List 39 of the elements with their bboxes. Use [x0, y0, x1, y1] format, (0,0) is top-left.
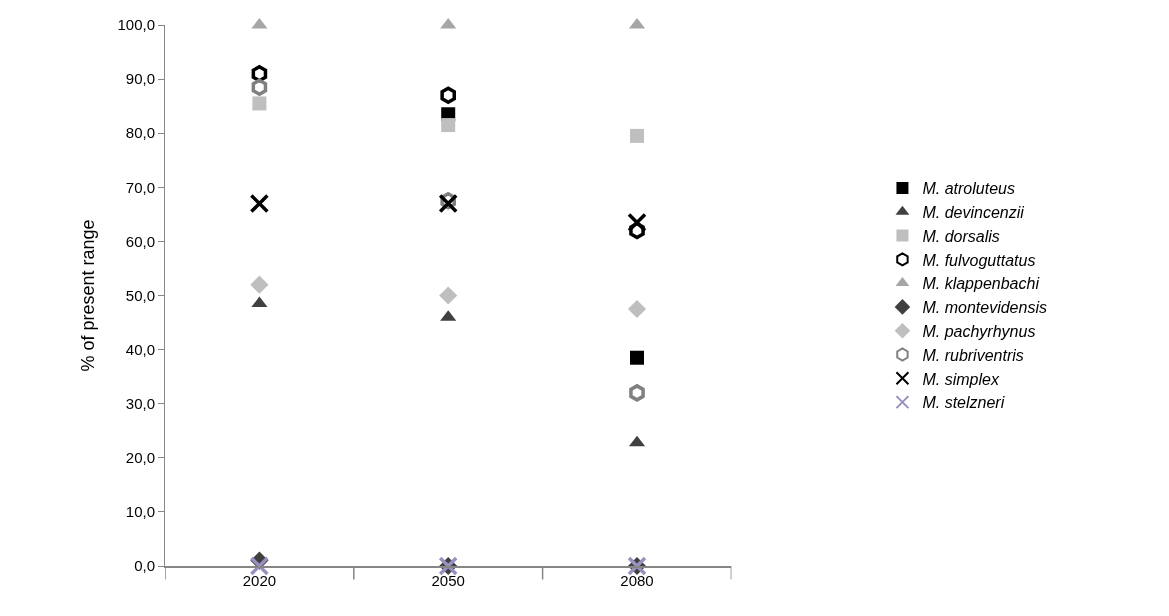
y-tick-label: 100,0 — [117, 16, 155, 34]
point — [252, 96, 267, 111]
point — [630, 128, 644, 143]
x-tick-label: 2050 — [431, 572, 465, 589]
legend-label: M. fulvoguttatus — [922, 251, 1036, 269]
point — [629, 384, 645, 402]
y-tick-label: 10,0 — [125, 503, 155, 521]
x-tick-label: 2020 — [242, 572, 277, 589]
point — [630, 350, 644, 365]
point — [439, 286, 458, 305]
point — [627, 299, 647, 319]
legend-label: M. dorsalis — [922, 227, 1000, 245]
point — [627, 212, 647, 233]
y-tick-label: 60,0 — [125, 232, 155, 250]
y-tick-label: 70,0 — [125, 178, 155, 196]
point — [249, 556, 270, 576]
legend-label: M. atroluteus — [922, 180, 1015, 198]
legend-label: M. simplex — [922, 370, 1000, 388]
point — [251, 78, 268, 96]
legend-label: M. devincenzii — [922, 203, 1025, 221]
y-tick-label: 30,0 — [125, 394, 155, 412]
point — [250, 275, 269, 294]
y-axis-title: % of present range — [77, 219, 98, 372]
y-tick-label: 20,0 — [125, 449, 155, 467]
legend-label: M. pachyrhynus — [922, 322, 1036, 340]
legend-label: M. stelzneri — [922, 394, 1005, 412]
point — [251, 296, 268, 308]
y-tick-label: 90,0 — [125, 70, 155, 88]
point — [441, 118, 456, 133]
y-tick-label: 40,0 — [125, 340, 155, 358]
y-tick-label: 50,0 — [125, 286, 155, 304]
y-tick-label: 80,0 — [125, 124, 155, 142]
legend-label: M. klappenbachi — [922, 275, 1040, 293]
x-tick-label: 2080 — [620, 572, 654, 589]
legend-label: M. rubriventris — [922, 346, 1024, 364]
point — [249, 193, 270, 214]
point — [440, 86, 457, 105]
legend-label: M. montevidensis — [922, 299, 1047, 317]
y-tick-label: 0,0 — [134, 557, 155, 575]
